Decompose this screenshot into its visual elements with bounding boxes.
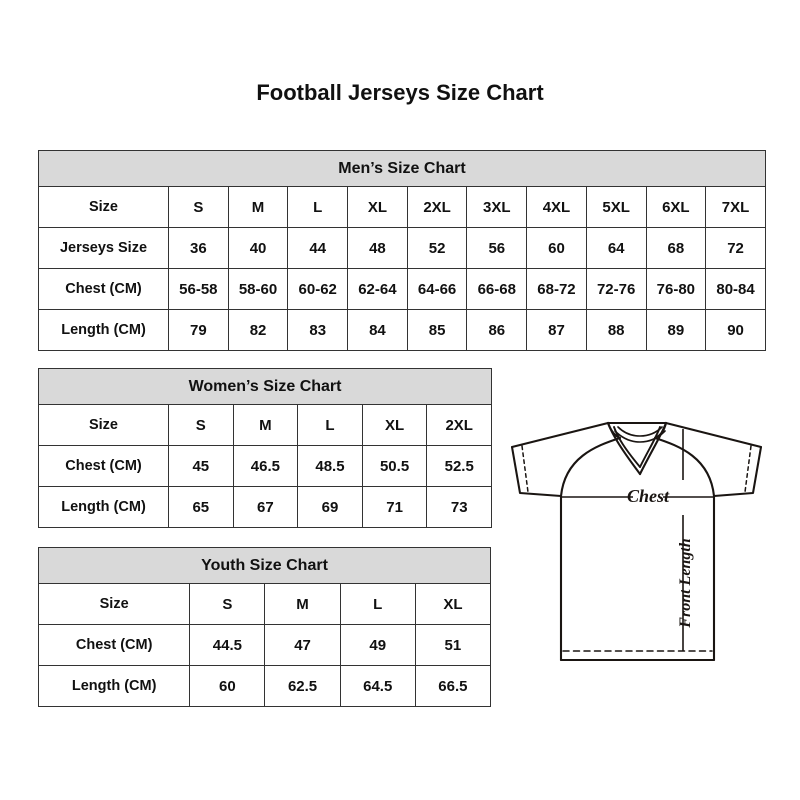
svg-text:Front Length: Front Length (677, 538, 694, 628)
svg-text:Chest: Chest (627, 486, 670, 506)
